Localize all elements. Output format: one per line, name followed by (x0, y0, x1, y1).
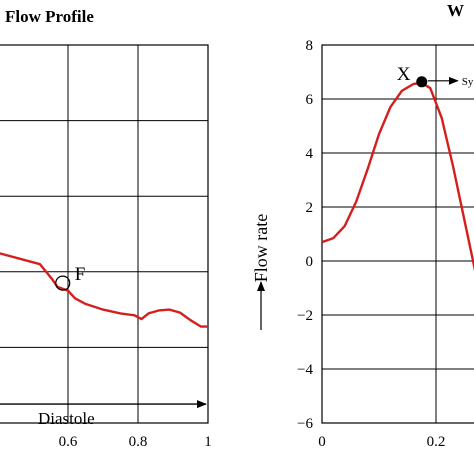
left-x-tick-label: 0.6 (59, 434, 78, 450)
right-chart-title: W (447, 1, 464, 20)
left-chart-title: Flow Profile (5, 7, 94, 26)
x-point-marker (416, 76, 428, 88)
right-y-tick-label: 8 (306, 38, 314, 54)
x-point-label: X (397, 64, 411, 85)
f-point-marker (55, 275, 71, 291)
right-y-tick-label: 2 (306, 200, 314, 216)
diastole-label: Diastole (38, 409, 95, 428)
right-plot-frame (321, 44, 474, 424)
right-x-tick-label: 0.2 (427, 434, 446, 450)
left-x-tick-label: 0.8 (129, 434, 148, 450)
left-flow-curve (0, 252, 208, 328)
left-x-tick-labels: 0.6 0.8 1 (59, 418, 212, 450)
right-y-tick-label: −2 (297, 308, 313, 324)
systole-label: Sy (462, 76, 474, 88)
right-y-tick-label: 4 (306, 146, 314, 162)
right-x-tick-label: 0 (318, 434, 326, 450)
left-x-tick-label: 1 (204, 434, 212, 450)
right-y-tick-label: 6 (306, 92, 314, 108)
right-grid (322, 45, 474, 423)
left-chart-panel: Flow Profile 0.6 0.8 1 F Diastole (0, 7, 212, 450)
f-point-label: F (75, 264, 86, 285)
right-flow-curve (321, 81, 474, 272)
left-plot-frame (0, 44, 209, 424)
right-y-tick-label: −4 (297, 362, 313, 378)
left-grid (0, 45, 208, 423)
right-y-tick-label: 0 (306, 254, 314, 270)
right-y-tick-label: −6 (297, 416, 313, 432)
right-y-tick-labels: 8 6 4 2 0 −2 −4 −6 (297, 38, 327, 432)
flow-rate-axis-label: Flow rate (251, 214, 271, 282)
right-x-tick-labels: 0 0.2 (318, 434, 445, 450)
